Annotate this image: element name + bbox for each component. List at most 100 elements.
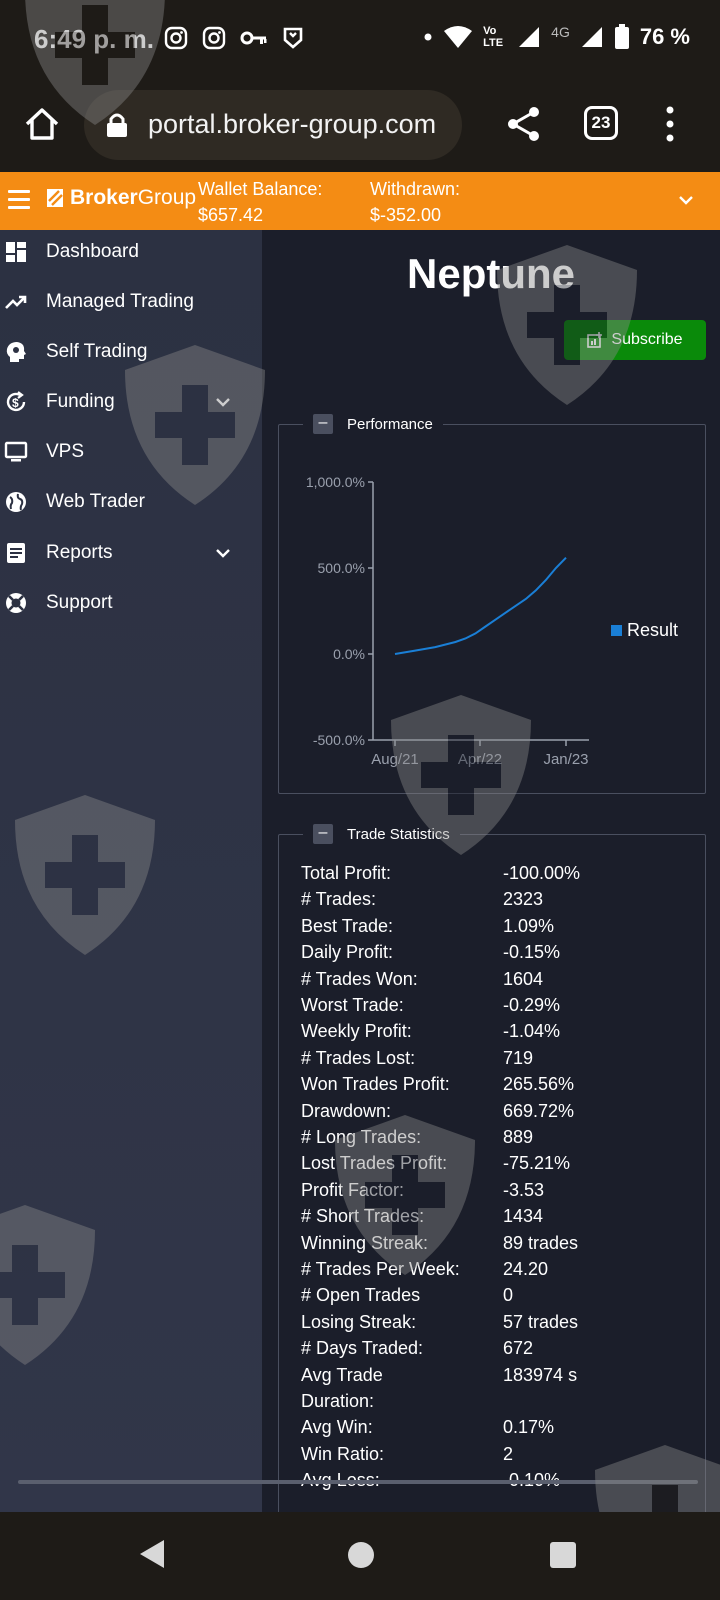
collapse-button[interactable]: – xyxy=(313,824,333,844)
legend-label: Result xyxy=(627,620,678,640)
stat-label: # Trades Lost: xyxy=(301,1047,416,1068)
collapse-button[interactable]: – xyxy=(313,414,333,434)
performance-chart-svg: 1,000.0% 500.0% 0.0% -500.0% Aug/21 Apr/22 Jan… xyxy=(306,474,678,768)
y-tick-label: -500.0% xyxy=(313,732,365,748)
back-icon[interactable] xyxy=(138,1538,168,1570)
stat-label: Win Ratio: xyxy=(301,1443,385,1464)
signal-icon xyxy=(519,27,540,47)
stat-label: Duration: xyxy=(301,1391,375,1411)
status-time: 6:49 p. m. xyxy=(34,24,154,54)
app-header: Broker Group Wallet Balance: $657.42 Wit… xyxy=(0,172,720,230)
x-tick-label: Aug/21 xyxy=(371,751,419,768)
brand-logo[interactable]: Broker Group xyxy=(44,186,196,210)
sidebar-item-label: Funding xyxy=(46,391,115,412)
stat-value: 24.20 xyxy=(503,1259,549,1279)
performance-panel: – Performance 1,000.0% 500.0% 0.0% -500.0% A… xyxy=(278,414,706,794)
stat-label: Worst Trade: xyxy=(301,995,404,1015)
x-tick-label: Jan/23 xyxy=(543,751,588,768)
stat-value: 0 xyxy=(503,1285,514,1306)
stat-value: -100.00% xyxy=(503,863,581,883)
volte-icon: Vo LTE xyxy=(483,25,504,49)
stat-value: -1.04% xyxy=(503,1021,561,1042)
dashboard-icon xyxy=(6,242,26,262)
stat-label: Won Trades Profit: xyxy=(301,1074,450,1095)
home-icon[interactable] xyxy=(22,104,62,144)
stat-value: 2 xyxy=(503,1443,514,1464)
stat-value: 669.72% xyxy=(503,1100,575,1121)
sidebar-item-dashboard[interactable]: Dashboard xyxy=(0,230,262,274)
sidebar-item-label: Dashboard xyxy=(46,241,139,262)
stat-value: 719 xyxy=(503,1047,534,1068)
sidebar-item-label: Self Trading xyxy=(46,341,148,362)
stat-value: 57 trades xyxy=(503,1311,579,1332)
performance-title: Performance xyxy=(347,415,433,433)
4g-signal-icon xyxy=(581,27,602,47)
stat-label: Weekly Profit: xyxy=(301,1021,412,1042)
y-tick-label: 1,000.0% xyxy=(306,474,365,490)
performance-legend: – Performance xyxy=(303,414,443,434)
stat-label: Best Trade: xyxy=(301,915,394,936)
system-status-icons: Vo LTE 4G 76 % xyxy=(423,24,690,50)
stat-label: # Trades: xyxy=(301,889,377,910)
chevron-down-icon[interactable] xyxy=(214,393,232,411)
sidebar-item-vps[interactable]: VPS xyxy=(0,430,262,474)
withdrawn-label: Withdrawn: xyxy=(370,179,461,199)
chevron-down-icon[interactable] xyxy=(676,190,696,210)
more-icon[interactable] xyxy=(660,104,680,144)
lock-icon xyxy=(107,113,127,137)
brand-name-light: Group xyxy=(137,186,197,209)
horizontal-scrollbar[interactable] xyxy=(18,1480,698,1484)
withdrawn: Withdrawn: $-352.00 xyxy=(370,176,460,228)
stat-value: -0.29% xyxy=(503,995,561,1015)
svg-text:$: $ xyxy=(12,396,19,410)
withdrawn-value: $-352.00 xyxy=(370,205,442,225)
url-text: portal.broker-group.com xyxy=(148,109,437,139)
sidebar: Dashboard Managed Trading Self Trading $… xyxy=(0,230,262,1512)
sidebar-item-reports[interactable]: Reports xyxy=(0,531,262,575)
stat-value: -0.15% xyxy=(503,942,561,963)
wifi-icon xyxy=(444,26,473,48)
stat-value: -3.53 xyxy=(503,1179,545,1200)
stat-label: Total Profit: xyxy=(301,863,392,883)
page-title: Neptune xyxy=(407,250,575,297)
stat-label: Avg Trade xyxy=(301,1364,383,1385)
stat-label: Avg Win: xyxy=(301,1417,373,1438)
sidebar-item-support[interactable]: Support xyxy=(0,581,262,625)
subscribe-label: Subscribe xyxy=(611,331,683,348)
sidebar-item-web-trader[interactable]: Web Trader xyxy=(0,480,262,524)
trade-statistics-title: Trade Statistics xyxy=(347,825,450,843)
performance-chart: 1,000.0% 500.0% 0.0% -500.0% Aug/21 Apr/22 Jan… xyxy=(289,454,697,774)
battery-percent: 76 % xyxy=(639,24,690,49)
stat-value: -75.21% xyxy=(503,1153,571,1174)
chevron-down-icon[interactable] xyxy=(214,544,232,562)
tabs-button[interactable]: 23 xyxy=(584,106,618,140)
menu-icon[interactable] xyxy=(8,190,30,210)
brand-logo-icon xyxy=(47,189,63,207)
4g-label: 4G xyxy=(551,24,570,40)
wallet-balance-value: $657.42 xyxy=(198,205,264,225)
home-circle-icon[interactable] xyxy=(348,1542,374,1568)
monitor-icon xyxy=(4,441,28,462)
status-bar: 6:49 p. m. Vo LTE 4G 76 % xyxy=(0,0,720,80)
stat-value: 183974 s xyxy=(503,1364,578,1385)
sidebar-item-managed-trading[interactable]: Managed Trading xyxy=(0,280,262,324)
recents-icon[interactable] xyxy=(550,1542,576,1568)
stat-label: Losing Streak: xyxy=(301,1311,417,1332)
dollar-refresh-icon: $ xyxy=(6,391,26,412)
trending-up-icon xyxy=(5,295,27,309)
stat-value: 672 xyxy=(503,1338,534,1359)
stat-value: 89 trades xyxy=(503,1232,579,1253)
x-tick-label: Apr/22 xyxy=(458,751,502,768)
address-bar[interactable]: portal.broker-group.com xyxy=(84,90,462,160)
shield-app-icon xyxy=(283,27,303,49)
wallet-balance-label: Wallet Balance: xyxy=(198,179,323,199)
subscribe-button[interactable]: Subscribe xyxy=(564,320,706,360)
stat-label: # Short Trades: xyxy=(301,1206,425,1227)
stat-label: Lost Trades Profit: xyxy=(301,1153,448,1174)
share-icon[interactable] xyxy=(504,104,544,144)
sidebar-item-self-trading[interactable]: Self Trading xyxy=(0,330,262,374)
brain-head-icon xyxy=(6,342,27,362)
sidebar-item-funding[interactable]: $ Funding xyxy=(0,380,262,424)
stat-label: Winning Streak: xyxy=(301,1232,429,1253)
system-navigation-bar xyxy=(0,1512,720,1600)
